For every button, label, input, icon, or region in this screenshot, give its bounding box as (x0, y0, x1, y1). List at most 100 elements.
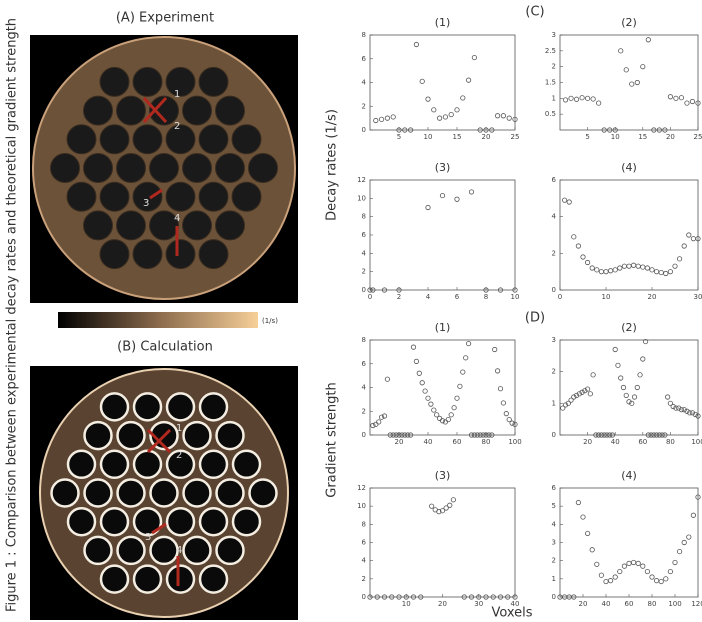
data-point (507, 116, 511, 120)
y-tick-label: 3 (552, 336, 556, 344)
cell (101, 566, 128, 593)
marker-label: 2 (174, 121, 180, 132)
data-point (674, 96, 678, 100)
data-point (437, 416, 441, 420)
data-point (616, 363, 620, 367)
data-point (455, 108, 459, 112)
data-point (414, 359, 418, 363)
x-tick-label: 10 (402, 600, 411, 608)
cell (117, 154, 146, 183)
data-point (627, 264, 631, 268)
cell (184, 537, 211, 564)
data-point (455, 197, 459, 201)
x-tick-label: 5 (397, 133, 401, 141)
data-point (446, 417, 450, 421)
x-tick-label: 25 (694, 133, 702, 141)
marker-label: 1 (176, 423, 182, 434)
cell (118, 480, 145, 507)
data-point (664, 271, 668, 275)
data-point (501, 114, 505, 118)
chart-title: (1) (435, 321, 451, 334)
data-point (411, 345, 415, 349)
cell (233, 508, 260, 535)
cell (85, 537, 112, 564)
cell (200, 508, 227, 535)
data-point (562, 198, 566, 202)
cell (199, 240, 228, 269)
x-tick-label: 20 (395, 438, 404, 446)
cell (101, 393, 128, 420)
data-point (618, 266, 622, 270)
data-point (659, 270, 663, 274)
data-point (687, 535, 691, 539)
y-tick-label: 0 (362, 431, 366, 439)
x-tick-label: 100 (508, 438, 521, 446)
data-point (466, 341, 470, 345)
data-point (636, 561, 640, 565)
data-point (377, 420, 381, 424)
x-tick-label: 6 (455, 293, 460, 301)
x-tick-label: 20 (482, 133, 491, 141)
cell (68, 508, 95, 535)
data-point (673, 560, 677, 564)
data-point (590, 548, 594, 552)
y-tick-label: 6 (362, 539, 367, 547)
plot-frame (560, 488, 698, 597)
cell (134, 566, 161, 593)
data-point (691, 513, 695, 517)
cell (101, 451, 128, 478)
data-point (627, 561, 631, 565)
data-point (574, 97, 578, 101)
section-label: (D) (525, 311, 545, 326)
data-point (449, 413, 453, 417)
data-point (659, 579, 663, 583)
y-tick-label: 4 (552, 520, 557, 528)
data-point (631, 263, 635, 267)
cell (150, 154, 179, 183)
y-tick-label: 6 (362, 231, 367, 239)
y-tick-label: 1.5 (545, 79, 556, 87)
chart-title: (3) (435, 469, 451, 482)
y-tick-label: 10 (357, 502, 366, 510)
data-point (591, 373, 595, 377)
data-point (452, 405, 456, 409)
panel-title: (B) Calculation (117, 340, 213, 355)
y-tick-label: 1 (552, 399, 556, 407)
data-point (569, 96, 573, 100)
y-tick-label: 3 (552, 539, 556, 547)
data-point (608, 269, 612, 273)
y-tick-label: 2.5 (545, 47, 556, 55)
data-point (443, 115, 447, 119)
data-point (691, 236, 695, 240)
x-tick-label: 60 (453, 438, 462, 446)
data-point (501, 401, 505, 405)
y-tick-label: 4 (362, 79, 367, 87)
data-point (636, 264, 640, 268)
data-point (391, 115, 395, 119)
data-point (385, 377, 389, 381)
data-point (619, 376, 623, 380)
x-tick-label: 60 (638, 438, 647, 446)
y-tick-label: 1 (552, 575, 556, 583)
data-point (677, 257, 681, 261)
x-tick-label: 30 (474, 600, 483, 608)
y-tick-label: 4 (362, 249, 367, 257)
cell (68, 451, 95, 478)
cell (134, 451, 161, 478)
data-point (429, 504, 433, 508)
cell (183, 96, 212, 125)
y-tick-label: 2 (362, 268, 366, 276)
data-point (622, 564, 626, 568)
data-point (619, 49, 623, 53)
data-point (668, 95, 672, 99)
data-point (495, 114, 499, 118)
data-point (567, 200, 571, 204)
x-tick-label: 10 (424, 133, 433, 141)
y-tick-label: 2 (552, 557, 556, 565)
cell (216, 154, 245, 183)
marker-label: 4 (176, 545, 182, 556)
cell (84, 96, 113, 125)
data-point (668, 269, 672, 273)
data-point (668, 569, 672, 573)
y-tick-label: 2 (362, 102, 366, 110)
